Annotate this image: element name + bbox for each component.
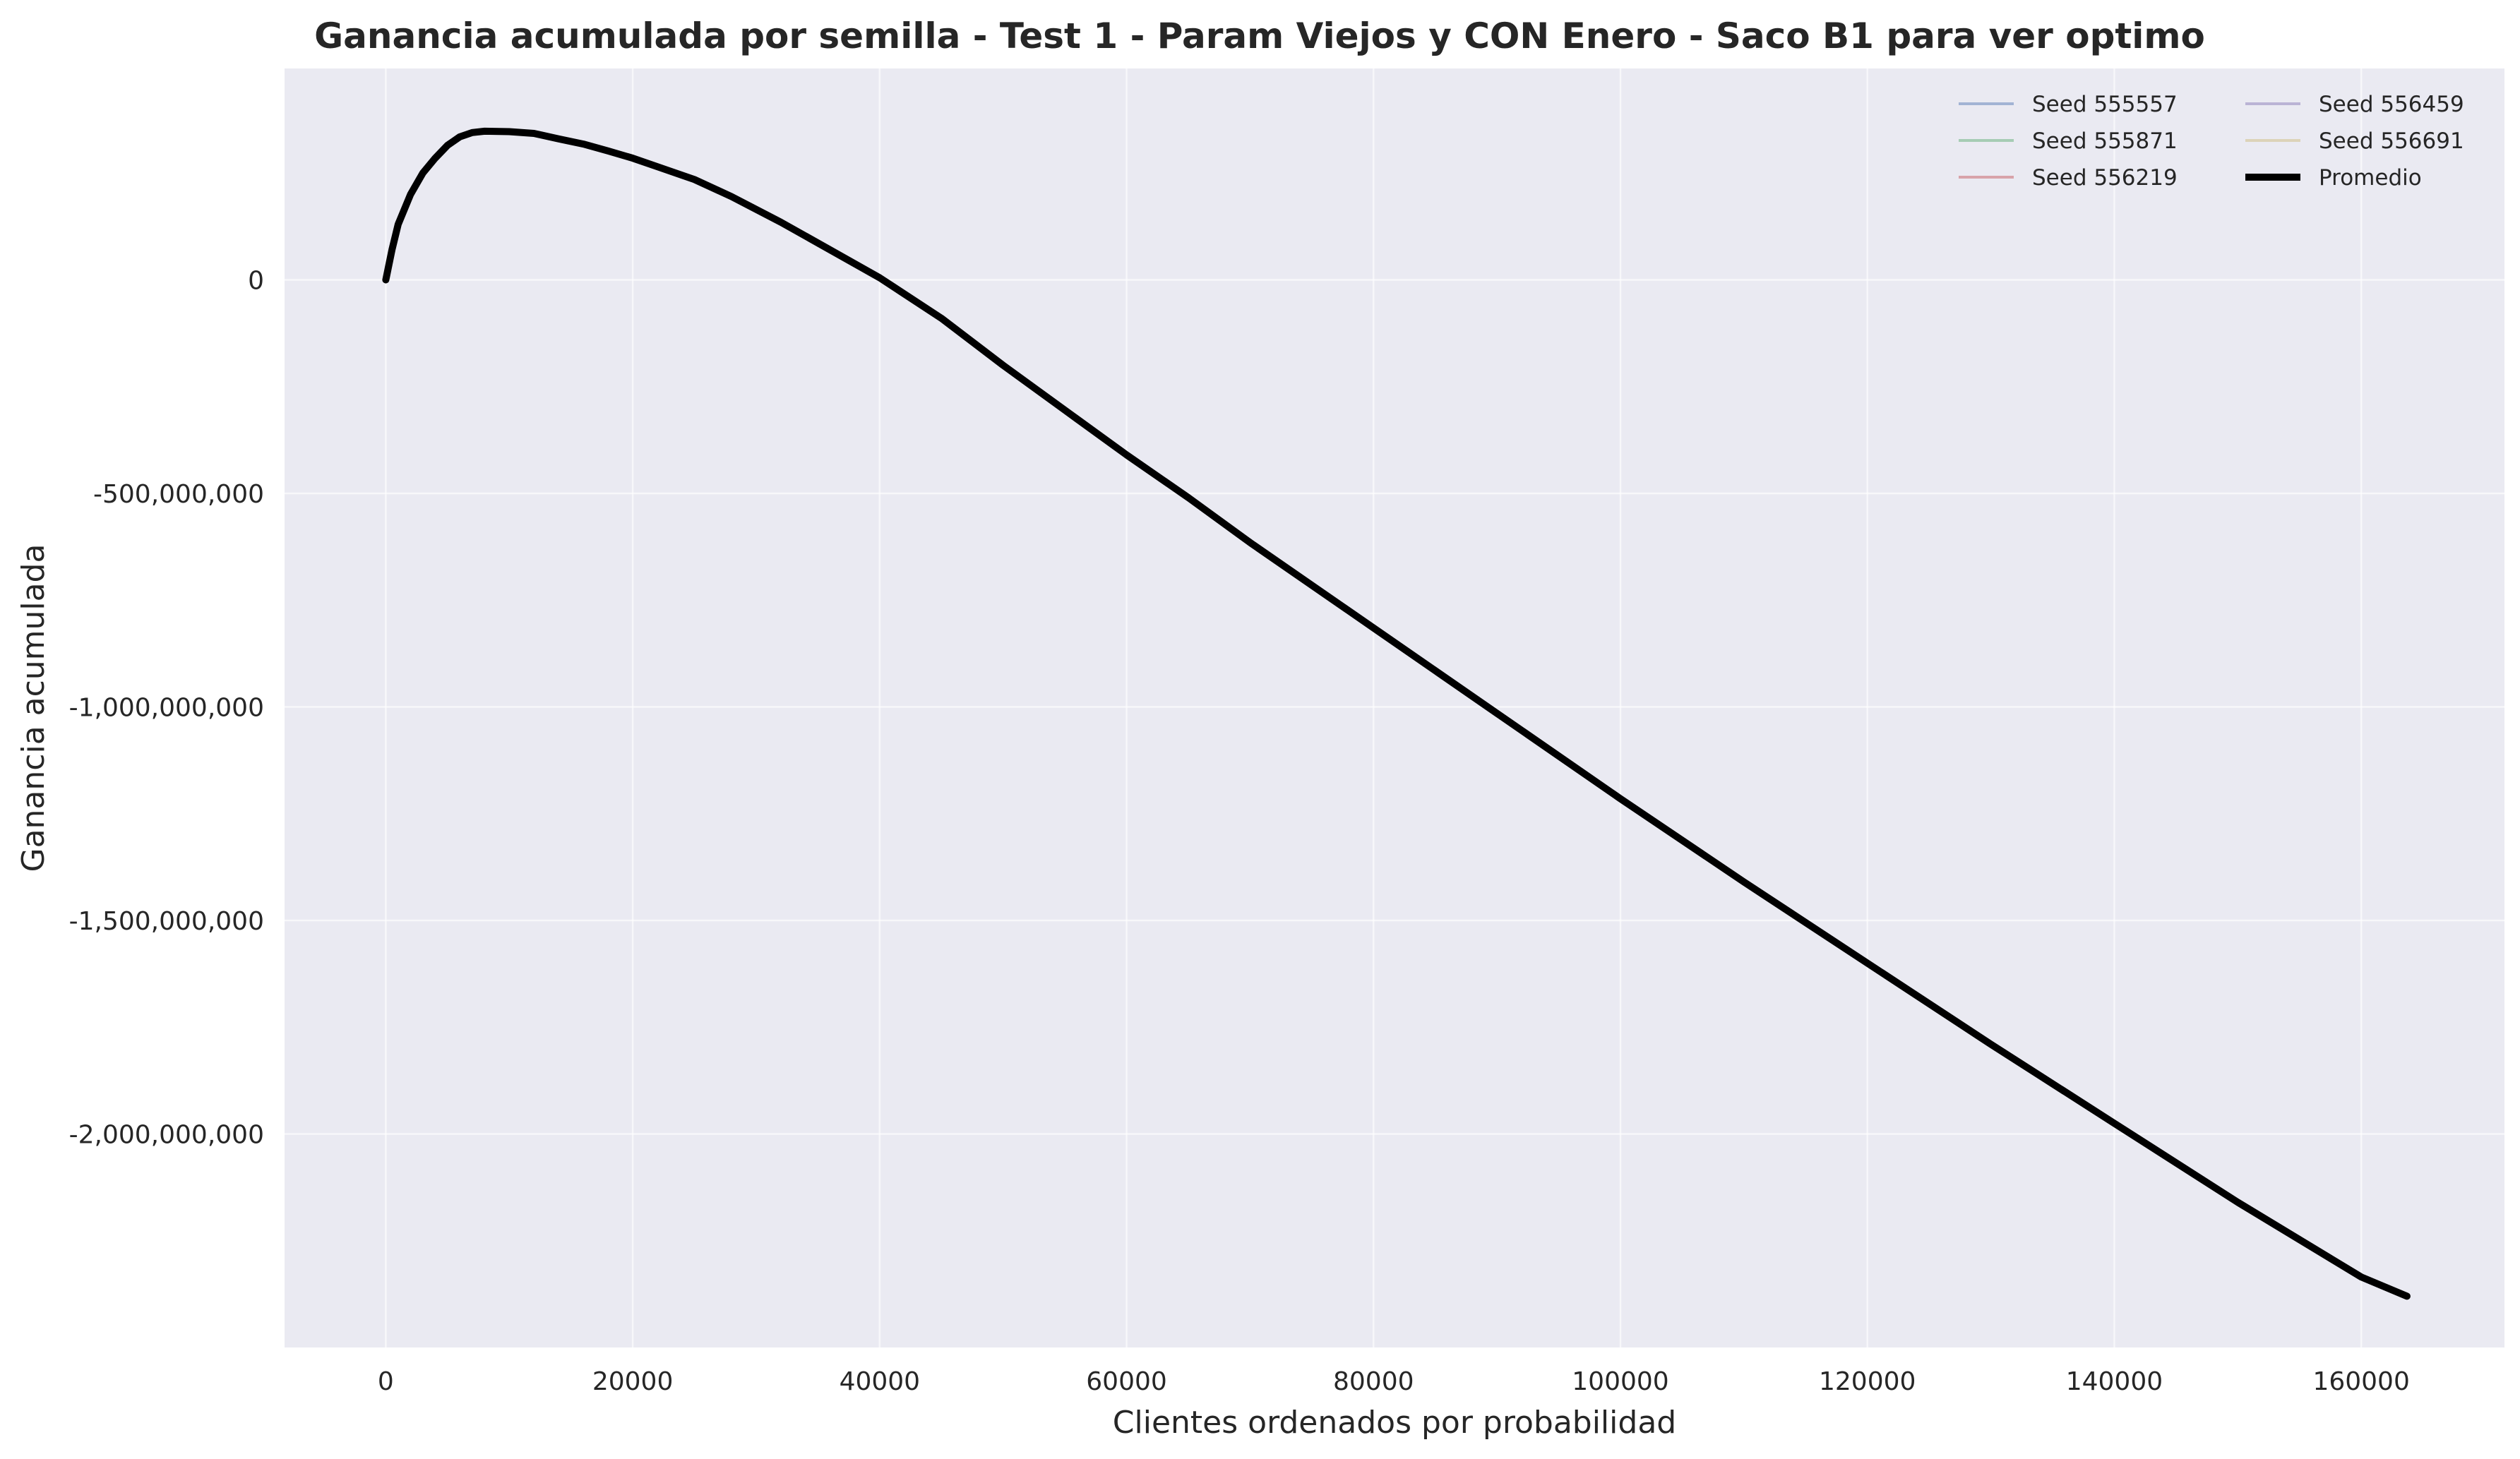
x-tick-label: 60000 bbox=[1086, 1367, 1167, 1396]
legend-label-seed-556219: Seed 556219 bbox=[2032, 165, 2178, 191]
y-tick-label: -1,000,000,000 bbox=[69, 693, 264, 722]
x-tick-label: 80000 bbox=[1333, 1367, 1414, 1396]
plot-area bbox=[285, 68, 2504, 1347]
x-tick-label: 20000 bbox=[592, 1367, 674, 1396]
legend-label-promedio: Promedio bbox=[2319, 165, 2422, 191]
y-tick-label: -2,000,000,000 bbox=[69, 1120, 264, 1149]
y-axis-ticks: 0 -500,000,000 -1,000,000,000 -1,500,000,00… bbox=[69, 266, 264, 1149]
y-tick-label: 0 bbox=[248, 266, 264, 295]
series-lines bbox=[382, 127, 2411, 1300]
y-tick-label: -500,000,000 bbox=[93, 480, 264, 509]
y-tick-label: -1,500,000,000 bbox=[69, 907, 264, 936]
legend-label-seed-555557: Seed 555557 bbox=[2032, 92, 2178, 117]
x-tick-label: 120000 bbox=[1819, 1367, 1916, 1396]
x-tick-label: 100000 bbox=[1572, 1367, 1668, 1396]
chart-title: Ganancia acumulada por semilla - Test 1 … bbox=[314, 16, 2205, 56]
legend-label-seed-555871: Seed 555871 bbox=[2032, 128, 2178, 154]
x-tick-label: 0 bbox=[378, 1367, 394, 1396]
x-tick-label: 40000 bbox=[840, 1367, 921, 1396]
x-tick-label: 140000 bbox=[2066, 1367, 2163, 1396]
x-axis-label: Clientes ordenados por probabilidad bbox=[1113, 1405, 1676, 1441]
x-axis-ticks: 0 20000 40000 60000 80000 100000 120000 140000 1… bbox=[378, 1367, 2410, 1396]
x-tick-label: 160000 bbox=[2312, 1367, 2409, 1396]
y-axis-label: Ganancia acumulada bbox=[16, 544, 52, 872]
legend: Seed 555557 Seed 555871 Seed 556219 Seed 55… bbox=[1959, 92, 2464, 191]
legend-label-seed-556459: Seed 556459 bbox=[2319, 92, 2464, 117]
legend-label-seed-556691: Seed 556691 bbox=[2319, 128, 2464, 154]
series-line-promedio bbox=[382, 127, 2411, 1300]
